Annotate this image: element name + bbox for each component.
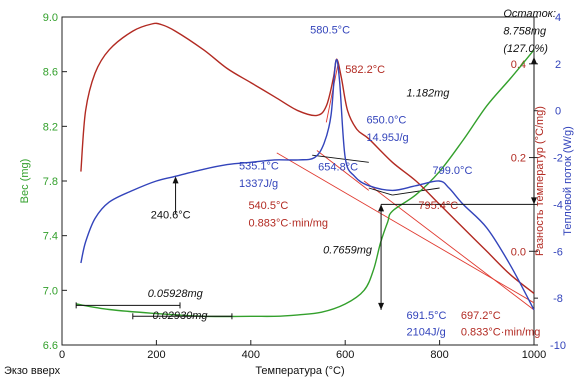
x-tick-label: 200 [147,349,165,361]
outer-right-axis-ticks: -10 -8 -6 -4 -2 0 2 4 [534,12,566,352]
tangent-lines [276,63,535,311]
tangent-line [325,63,339,123]
x-axis-label: Температура (°С) [255,365,344,377]
tangent-line [312,154,369,163]
outer-tick-label: 2 [555,59,561,71]
annotation-label: 795.4°C [418,200,458,212]
inner-tick-label: 0.2 [511,153,526,165]
annotation-label: 8.758mg [503,26,547,38]
y-axis-label-temperature-difference: Разность температур (°С/mg) [534,106,546,256]
x-tick-label: 0 [59,349,65,361]
outer-tick-label: 4 [555,12,561,24]
outer-tick-label: -10 [550,340,566,352]
x-axis-ticks: 0 200 400 600 800 1000 [59,340,546,361]
annotation-label: 580.5°C [310,24,350,36]
arrow-head [531,56,537,64]
annotation-label: 697.2°C [461,310,501,322]
outer-tick-label: -8 [553,293,563,305]
y-axis-label-weight: Вес (mg) [19,159,31,204]
outer-tick-label: -2 [553,153,563,165]
outer-tick-label: -6 [553,246,563,258]
plot-frame [61,16,535,346]
left-axis-ticks: 6.6 7.0 7.4 7.8 8.2 8.6 9.0 [43,12,67,352]
left-tick-label: 7.0 [43,285,58,297]
annotation-label: 1.182mg [407,88,451,100]
annotation-label: 691.5°C [407,310,447,322]
x-tick-label: 600 [336,349,354,361]
heat-series-line [80,59,535,311]
left-tick-label: 8.6 [43,67,58,79]
annotation-label: 14.95J/g [366,132,408,144]
annotation-label: 0.05928mg [148,288,204,300]
x-tick-label: 1000 [522,349,546,361]
annotation-label: 2104J/g [407,327,446,339]
x-tick-label: 400 [242,349,260,361]
annotation-label: 1337J/g [239,178,278,190]
arrow-head [531,197,537,205]
annotation-label: (127.0%) [503,43,548,55]
annotation-label: 540.5°C [248,200,288,212]
x-tick-label: 800 [430,349,448,361]
left-tick-label: 9.0 [43,12,58,24]
inner-right-axis-ticks: 0.0 0.2 0.4 [511,59,534,258]
annotation-label: 650.0°C [366,115,406,127]
annotation-label: 0.883°C·min/mg [248,218,328,230]
annotation-label: 654.8°C [318,161,358,173]
annotation-label: 582.2°C [345,64,385,76]
annotations: 580.5°C 582.2°C Остаток: 8.758mg (127.0%) 1.1… [148,8,556,339]
annotation-label: 240.6°C [151,209,191,221]
y-axis-label-heat-flow: Тепловой поток (W/g) [562,126,574,236]
tangent-line [392,187,440,196]
left-tick-label: 7.8 [43,176,58,188]
annotation-markers [75,56,537,320]
outer-tick-label: 0 [555,106,561,118]
annotation-label: Остаток: [503,8,556,20]
annotation-label: 0.833°C·min/mg [461,327,541,339]
left-tick-label: 8.2 [43,121,58,133]
annotation-label: 799.0°C [433,165,473,177]
annotation-label: 0.02930mg [152,310,208,322]
tangent-line [368,187,393,196]
inner-tick-label: 0.4 [511,59,526,71]
left-tick-label: 6.6 [43,340,58,352]
inner-tick-label: 0.0 [511,246,526,258]
annotation-label: 0.7659mg [323,245,373,257]
outer-tick-label: -4 [553,199,563,211]
tangent-line [363,180,535,311]
dta-series-line [80,22,535,295]
left-tick-label: 7.4 [43,231,58,243]
arrow-head [378,204,385,212]
weight-series-line [76,49,535,318]
arrow-head [378,302,385,310]
exo-up-label: Экзо вверх [4,365,61,377]
annotation-label: 535.1°C [239,160,279,172]
arrow-head [172,176,179,184]
